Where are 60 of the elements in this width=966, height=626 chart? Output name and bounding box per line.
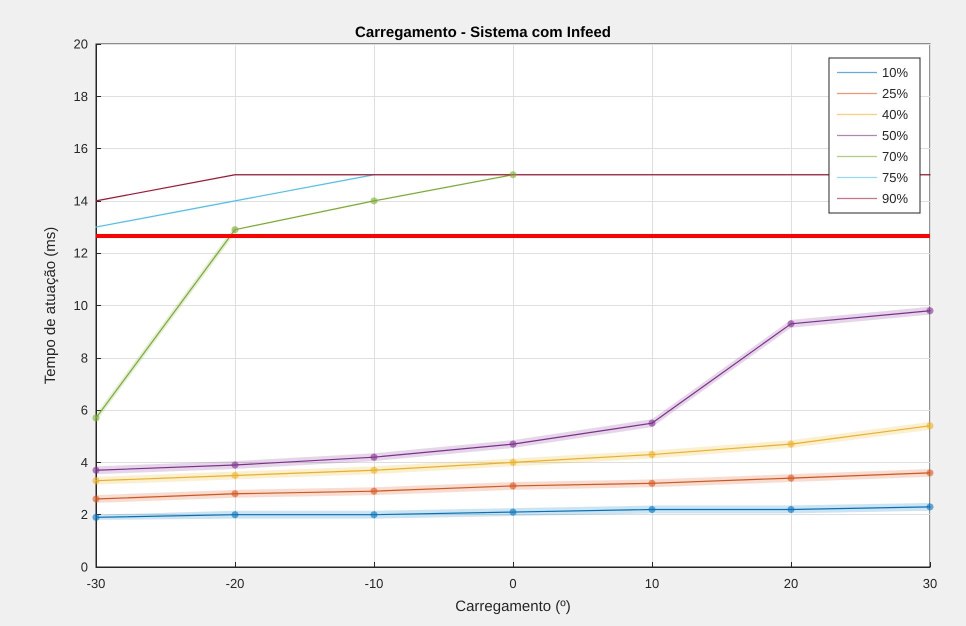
x-tick-label: -30 <box>86 576 106 591</box>
legend-label: 70% <box>882 149 908 164</box>
point <box>926 422 934 430</box>
y-tick-label: 4 <box>80 454 88 470</box>
point <box>232 462 238 469</box>
y-tick-label: 20 <box>74 36 88 52</box>
legend-label: 75% <box>882 170 908 185</box>
y-tick-label: 6 <box>80 402 88 418</box>
point <box>648 451 656 458</box>
point <box>370 511 378 518</box>
point <box>92 414 100 422</box>
y-tick-label: 12 <box>74 246 88 261</box>
legend-label: 90% <box>882 191 908 206</box>
point <box>510 482 516 490</box>
y-tick-label: 2 <box>80 507 88 522</box>
legend-label: 25% <box>882 86 908 101</box>
point <box>232 490 238 498</box>
point <box>788 506 794 513</box>
point <box>926 307 934 314</box>
y-axis-title: Tempo de atuação (ms) <box>42 226 59 384</box>
x-tick-label: 10 <box>644 576 660 591</box>
y-tick-label: 0 <box>80 560 88 574</box>
x-tick-label: 0 <box>509 576 517 591</box>
chart-title: Carregamento - Sistema com Infeed <box>355 24 611 41</box>
point <box>232 472 238 479</box>
point <box>648 480 656 487</box>
point <box>370 488 378 495</box>
x-tick-label: 20 <box>784 576 798 591</box>
point <box>92 496 100 503</box>
point <box>232 226 238 234</box>
x-axis-title: Carregamento (º) <box>455 598 571 615</box>
legend-label: 40% <box>882 107 908 122</box>
point <box>370 454 378 461</box>
point <box>788 440 794 448</box>
point <box>510 458 516 466</box>
y-tick-label: 14 <box>74 193 88 208</box>
point <box>510 440 516 448</box>
point <box>926 503 934 510</box>
y-tick-label: 10 <box>74 298 88 313</box>
point <box>370 466 378 474</box>
legend-label: 50% <box>882 128 908 143</box>
point <box>92 466 100 474</box>
point <box>926 469 934 476</box>
point <box>788 320 794 328</box>
point <box>92 477 100 484</box>
point <box>232 511 238 518</box>
point <box>510 171 516 178</box>
legend-label: 10% <box>882 65 908 80</box>
x-tick-label: -20 <box>226 576 244 591</box>
point <box>788 474 794 482</box>
point <box>370 197 378 204</box>
y-tick-label: 18 <box>74 88 88 104</box>
point <box>648 420 656 427</box>
y-tick-label: 16 <box>74 141 88 156</box>
point <box>510 508 516 516</box>
x-tick-label: -10 <box>364 576 384 591</box>
point <box>648 506 656 513</box>
point <box>92 514 100 521</box>
x-tick-label: 30 <box>922 576 938 591</box>
y-tick-label: 8 <box>80 350 88 366</box>
